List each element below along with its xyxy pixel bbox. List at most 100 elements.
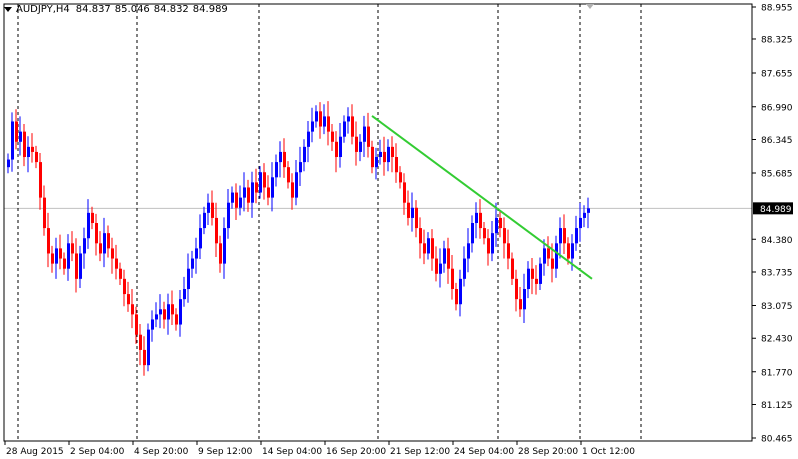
shift-triangle[interactable]: [586, 4, 594, 9]
candle[interactable]: [563, 214, 566, 254]
candle[interactable]: [95, 213, 98, 256]
candle[interactable]: [211, 190, 214, 226]
candle[interactable]: [299, 146, 302, 186]
candle[interactable]: [467, 228, 470, 273]
symbol-info-bar[interactable]: AUDJPY,H4 84.837 85.046 84.832 84.989: [4, 2, 228, 16]
shift-marker-icon[interactable]: [586, 4, 594, 9]
candle[interactable]: [411, 192, 414, 232]
candle[interactable]: [395, 143, 398, 183]
candle[interactable]: [251, 171, 254, 218]
candle[interactable]: [255, 168, 258, 204]
candle[interactable]: [419, 217, 422, 259]
candle[interactable]: [215, 202, 218, 258]
candle[interactable]: [183, 276, 186, 307]
candle[interactable]: [439, 248, 442, 288]
candle[interactable]: [303, 139, 306, 172]
candle[interactable]: [7, 153, 10, 174]
candle[interactable]: [135, 306, 138, 344]
candle[interactable]: [279, 141, 282, 178]
candle[interactable]: [123, 269, 126, 307]
candle[interactable]: [191, 250, 194, 278]
candle[interactable]: [471, 215, 474, 253]
candle[interactable]: [271, 162, 274, 212]
candle[interactable]: [91, 206, 94, 230]
candle[interactable]: [103, 217, 106, 268]
candle[interactable]: [247, 179, 250, 212]
candle[interactable]: [575, 215, 578, 251]
candle[interactable]: [111, 237, 114, 274]
candle[interactable]: [407, 190, 410, 226]
candle[interactable]: [351, 104, 354, 145]
candle[interactable]: [443, 240, 446, 273]
candle[interactable]: [491, 220, 494, 262]
candle[interactable]: [431, 229, 434, 271]
candle[interactable]: [99, 231, 102, 262]
candle[interactable]: [291, 173, 294, 210]
candle[interactable]: [547, 236, 550, 267]
candle[interactable]: [523, 273, 526, 324]
candle[interactable]: [283, 138, 286, 178]
candle[interactable]: [323, 104, 326, 135]
candle[interactable]: [47, 212, 50, 268]
candle[interactable]: [11, 112, 14, 172]
candle[interactable]: [479, 199, 482, 239]
candle[interactable]: [515, 269, 518, 312]
candle[interactable]: [559, 217, 562, 259]
candle[interactable]: [87, 199, 90, 249]
candle[interactable]: [383, 136, 386, 176]
candle[interactable]: [451, 254, 454, 300]
candle[interactable]: [455, 282, 458, 311]
candle[interactable]: [195, 237, 198, 274]
candle[interactable]: [219, 235, 222, 273]
candle[interactable]: [483, 221, 486, 245]
candle[interactable]: [555, 235, 558, 278]
candle[interactable]: [379, 139, 382, 165]
candle[interactable]: [159, 294, 162, 329]
candle[interactable]: [367, 112, 370, 158]
candle[interactable]: [519, 286, 522, 317]
candle[interactable]: [235, 183, 238, 220]
candle[interactable]: [527, 261, 530, 299]
candle[interactable]: [347, 107, 350, 134]
candle[interactable]: [331, 124, 334, 151]
candle[interactable]: [327, 101, 330, 146]
candle[interactable]: [151, 310, 154, 342]
candle[interactable]: [587, 197, 590, 229]
candle[interactable]: [427, 232, 430, 260]
candle[interactable]: [435, 246, 438, 282]
candle[interactable]: [375, 147, 378, 180]
candle[interactable]: [399, 166, 402, 189]
candle[interactable]: [79, 245, 82, 288]
time-axis[interactable]: 28 Aug 2015 2 Sep 04:00 4 Sep 20:00 9 Sep 1…: [4, 441, 635, 457]
candle[interactable]: [475, 202, 478, 239]
candle[interactable]: [31, 133, 34, 163]
candle[interactable]: [355, 121, 358, 166]
candle[interactable]: [391, 136, 394, 173]
candle[interactable]: [363, 115, 366, 158]
dropdown-triangle-icon[interactable]: [4, 6, 12, 12]
candle[interactable]: [155, 302, 158, 328]
candle[interactable]: [63, 252, 66, 275]
candle[interactable]: [171, 290, 174, 326]
candle[interactable]: [67, 234, 70, 281]
candle[interactable]: [187, 253, 190, 303]
candle[interactable]: [319, 102, 322, 139]
candle[interactable]: [223, 217, 226, 279]
candle[interactable]: [499, 210, 502, 238]
candle[interactable]: [311, 107, 314, 143]
candle[interactable]: [403, 173, 406, 215]
candle[interactable]: [487, 229, 490, 266]
candle[interactable]: [27, 136, 30, 173]
candle[interactable]: [371, 140, 374, 174]
candle[interactable]: [231, 186, 234, 209]
candle[interactable]: [119, 262, 122, 285]
candle[interactable]: [39, 152, 42, 210]
candle[interactable]: [147, 323, 150, 372]
candle[interactable]: [495, 202, 498, 247]
candle[interactable]: [543, 239, 546, 276]
candle[interactable]: [43, 185, 46, 236]
candle[interactable]: [75, 238, 78, 293]
candle[interactable]: [83, 227, 86, 269]
